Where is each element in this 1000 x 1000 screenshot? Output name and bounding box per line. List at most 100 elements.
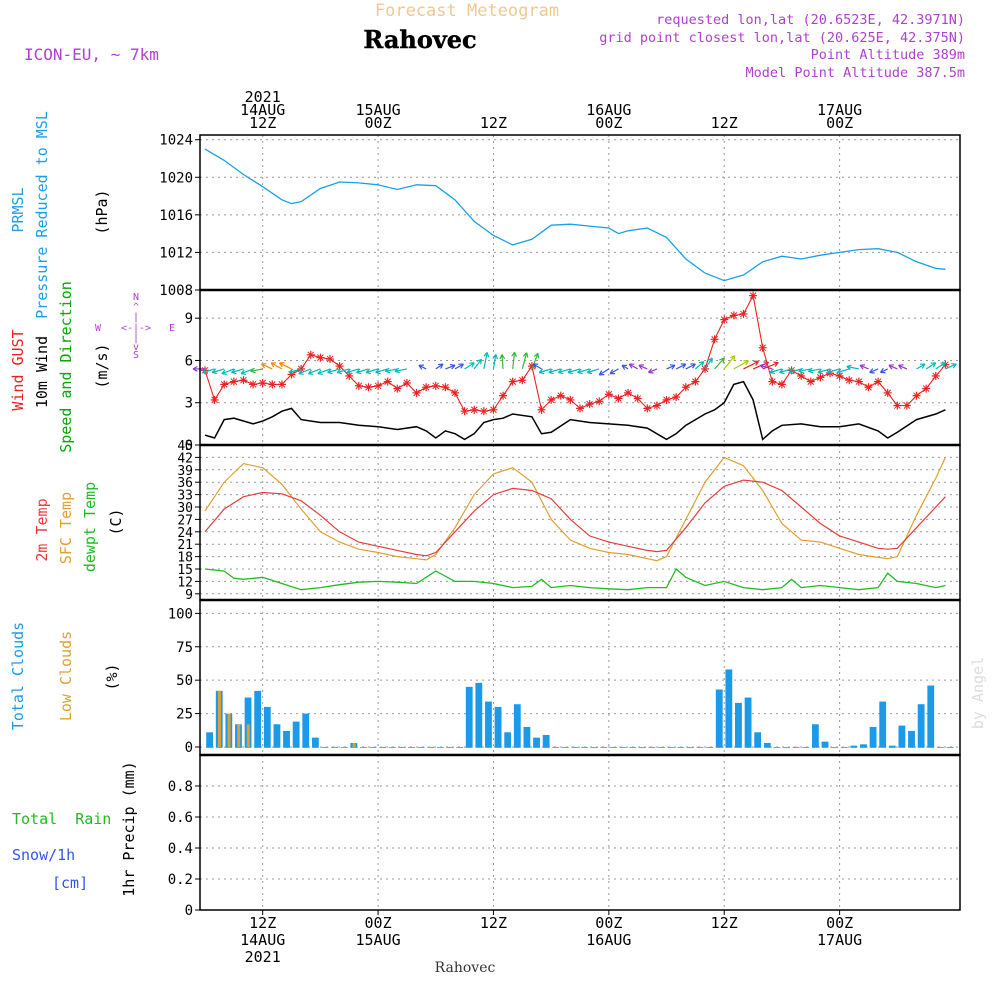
wind-gust-point bbox=[460, 407, 469, 416]
wind-gust-point bbox=[306, 350, 315, 359]
wind-gust-point bbox=[326, 355, 334, 364]
arrow-head-left bbox=[774, 362, 779, 367]
wind-speed-line bbox=[204, 380, 946, 441]
wind-direction-arrow bbox=[685, 363, 696, 370]
wind-gust-point bbox=[816, 373, 825, 382]
total-clouds-bar bbox=[696, 746, 704, 748]
wind-gust-point bbox=[489, 405, 498, 414]
wind-gust-point bbox=[354, 381, 363, 390]
gust-marker-d2 bbox=[845, 376, 853, 384]
arrow-shaft bbox=[356, 368, 369, 374]
arrow-head-right bbox=[532, 363, 537, 369]
gust-marker-d2 bbox=[576, 405, 584, 412]
gust-marker-d2 bbox=[605, 390, 613, 398]
arrow-head-right bbox=[898, 364, 903, 370]
wind-direction-arrow bbox=[714, 357, 725, 370]
wind-direction-arrow bbox=[762, 361, 779, 370]
arrow-shaft bbox=[532, 363, 542, 370]
low-clouds-bar bbox=[217, 690, 221, 747]
y-axis-label: (%) bbox=[103, 663, 121, 690]
wind-direction-arrow bbox=[779, 368, 792, 375]
bottom-time-label: 12Z bbox=[711, 914, 738, 932]
arrow-shaft bbox=[473, 358, 482, 370]
y-tick-label: 0 bbox=[185, 438, 193, 454]
low-clouds-bar bbox=[246, 724, 250, 747]
arrow-head-left bbox=[836, 368, 842, 373]
gust-marker-d2 bbox=[374, 382, 382, 390]
arrow-head-left bbox=[745, 360, 749, 366]
arrow-head-left bbox=[598, 370, 603, 376]
arrow-shaft bbox=[270, 362, 283, 370]
arrow-head-right bbox=[779, 371, 785, 375]
total-clouds-bar bbox=[523, 726, 531, 748]
arrow-head-right bbox=[449, 364, 456, 366]
wind-direction-arrow bbox=[704, 357, 713, 370]
total-clouds-bar bbox=[629, 746, 637, 748]
arrow-head-left bbox=[942, 362, 946, 368]
arrow-head-right bbox=[476, 358, 482, 362]
gust-marker-d2 bbox=[499, 392, 507, 400]
total-clouds-bar bbox=[754, 732, 762, 748]
gust-marker-d2 bbox=[355, 382, 363, 390]
wind-direction-arrow bbox=[609, 368, 619, 375]
y-tick-label: 0.4 bbox=[168, 841, 193, 857]
y-tick-label: 50 bbox=[176, 673, 193, 689]
y-tick-label: 42 bbox=[177, 451, 193, 466]
arrow-head-left bbox=[682, 363, 687, 369]
pressure-line bbox=[204, 148, 946, 282]
panel-frame-4 bbox=[199, 754, 961, 911]
wind-direction-arrow bbox=[945, 363, 957, 370]
temp-2m-line bbox=[204, 479, 946, 557]
arrow-shaft bbox=[464, 362, 475, 370]
gust-marker-d2 bbox=[509, 378, 517, 385]
total-clouds-bar bbox=[821, 741, 829, 748]
dewpoint-line bbox=[204, 567, 946, 591]
wind-gust-point bbox=[652, 401, 661, 410]
bottom-time-label: 2021 bbox=[245, 948, 281, 966]
top-time-label: 16AUG bbox=[586, 101, 631, 119]
arrow-head-right bbox=[241, 373, 247, 375]
wind-direction-arrow bbox=[483, 352, 490, 370]
arrow-shaft bbox=[788, 368, 802, 374]
arrow-head-left bbox=[231, 368, 236, 373]
arrow-head-left bbox=[648, 368, 653, 373]
gust-marker-d2 bbox=[874, 378, 882, 385]
total-clouds-bar bbox=[946, 746, 954, 748]
wind-gust-point bbox=[508, 377, 517, 386]
wind-gust-point bbox=[893, 401, 902, 410]
bottom-time-label: 00Z bbox=[826, 914, 853, 932]
arrow-head-left bbox=[240, 369, 245, 375]
total-clouds-bar bbox=[667, 746, 675, 748]
wind-direction-arrow bbox=[557, 368, 571, 375]
wind-gust-point bbox=[412, 388, 421, 397]
arrow-head-left bbox=[827, 368, 832, 373]
arrow-head-right bbox=[808, 370, 814, 374]
arrow-head-left bbox=[211, 368, 217, 373]
arrow-head-right bbox=[846, 366, 852, 371]
wind-gust-point bbox=[556, 391, 565, 400]
gust-marker-d2 bbox=[442, 383, 449, 391]
legend-snow: Snow/1h bbox=[12, 846, 75, 864]
bottom-time-label: 00Z bbox=[595, 914, 622, 932]
arrow-head-right bbox=[719, 357, 725, 361]
gust-marker-d2 bbox=[384, 378, 392, 385]
arrow-head-left bbox=[788, 368, 794, 373]
total-clouds-bar bbox=[802, 746, 810, 748]
arrow-head-left bbox=[192, 365, 198, 370]
arrow-head-right bbox=[317, 373, 324, 375]
gust-marker-d2 bbox=[884, 389, 892, 397]
wind-direction-arrow bbox=[675, 363, 687, 370]
gust-marker-d2 bbox=[220, 381, 228, 388]
wind-direction-arrow bbox=[666, 364, 676, 370]
gust-marker-d2 bbox=[268, 381, 276, 388]
total-clouds-bar bbox=[850, 745, 858, 748]
arrow-head-left bbox=[394, 367, 400, 372]
gust-marker-d2 bbox=[307, 351, 315, 359]
wind-gust-point bbox=[922, 384, 931, 393]
wind-gust-point bbox=[643, 404, 652, 413]
gust-marker-d2 bbox=[336, 362, 343, 370]
wind-direction-arrow bbox=[898, 364, 908, 370]
bottom-time-label: 14AUG bbox=[240, 931, 285, 949]
arrow-head-left bbox=[501, 354, 506, 360]
arrow-head-left bbox=[288, 368, 294, 373]
